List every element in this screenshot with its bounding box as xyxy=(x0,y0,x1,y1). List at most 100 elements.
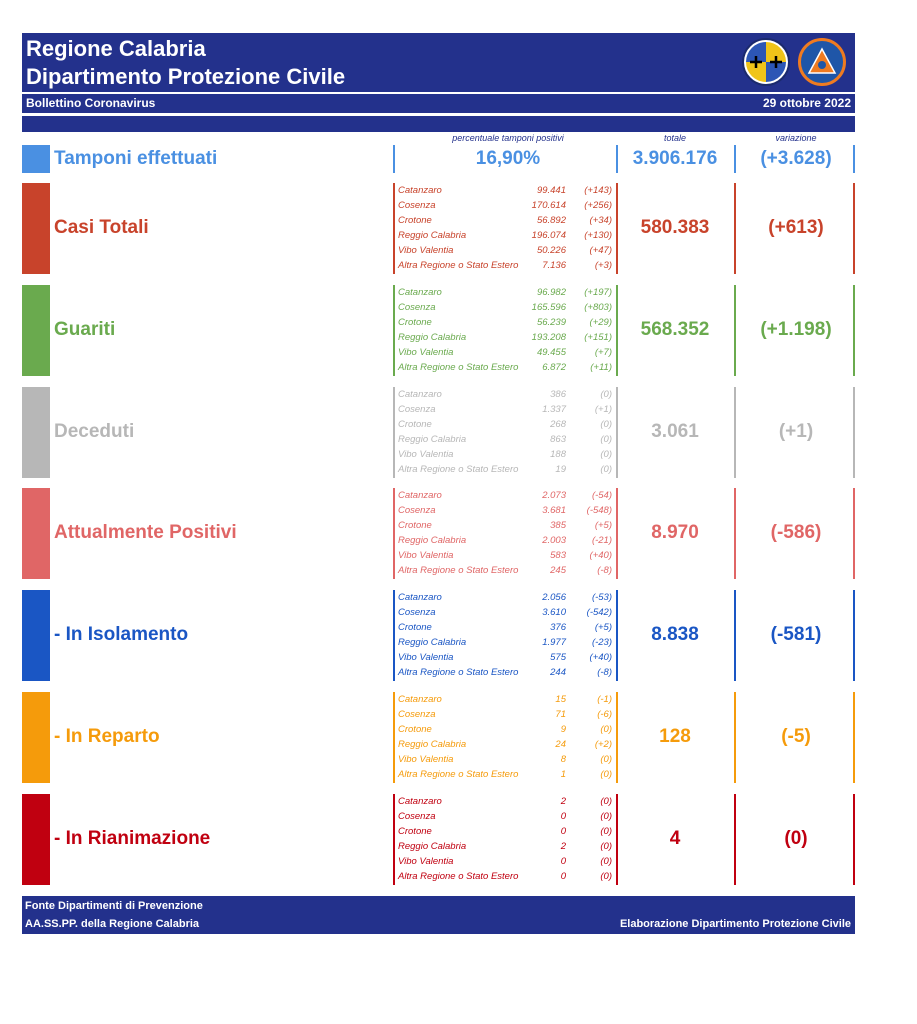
section-variation: (0) xyxy=(784,828,808,849)
province-delta: (+34) xyxy=(589,215,612,227)
province-delta: (+47) xyxy=(589,245,612,257)
province-value: 244 xyxy=(550,667,566,679)
province-value: 1.977 xyxy=(542,637,566,649)
province-row: Cosenza 0 (0) xyxy=(398,809,616,824)
province-name: Reggio Calabria xyxy=(398,332,467,344)
province-value: 245 xyxy=(550,565,566,577)
section-variation: (+1.198) xyxy=(760,319,832,340)
province-delta: (+803) xyxy=(584,302,612,314)
calabria-region-logo xyxy=(742,38,790,86)
province-value: 268 xyxy=(550,419,566,431)
section-divider xyxy=(853,692,855,783)
section-divider xyxy=(393,794,395,885)
province-row: Cosenza 165.596 (+803) xyxy=(398,300,616,315)
province-name: Crotone xyxy=(398,826,432,838)
section-divider xyxy=(393,692,395,783)
title-region: Regione Calabria xyxy=(26,36,206,61)
province-value: 193.208 xyxy=(531,332,566,344)
section-divider xyxy=(734,590,736,681)
province-value: 3.610 xyxy=(542,607,566,619)
province-name: Altra Regione o Stato Estero xyxy=(398,565,519,577)
province-name: Catanzaro xyxy=(398,694,442,705)
province-row: Catanzaro 99.441 (+143) xyxy=(398,183,616,198)
section-total: 8.838 xyxy=(651,624,699,645)
province-delta: (+7) xyxy=(594,347,612,359)
province-delta: (+5) xyxy=(594,622,612,634)
province-row: Reggio Calabria 2.003 (-21) xyxy=(398,533,616,548)
section-divider xyxy=(734,387,736,478)
province-delta: (0) xyxy=(600,856,612,868)
footer-source-agencies: AA.SS.PP. della Regione Calabria xyxy=(25,918,200,930)
province-name: Vibo Valentia xyxy=(398,245,454,257)
section-block: - In Isolamento Catanzaro 2.056 (-53) Cosenz… xyxy=(22,590,855,681)
province-delta: (0) xyxy=(600,419,612,431)
province-value: 1.337 xyxy=(542,404,566,416)
province-row: Crotone 385 (+5) xyxy=(398,518,616,533)
section-block: Guariti Catanzaro 96.982 (+197) Cosenza 165.5… xyxy=(22,285,855,376)
section-divider xyxy=(853,387,855,478)
section-divider xyxy=(853,183,855,274)
province-delta: (-53) xyxy=(591,592,612,603)
province-name: Altra Regione o Stato Estero xyxy=(398,667,519,679)
province-row: Cosenza 1.337 (+1) xyxy=(398,402,616,417)
province-delta: (0) xyxy=(600,871,612,883)
tamponi-variation: (+3.628) xyxy=(760,148,832,169)
section-divider xyxy=(734,285,736,376)
province-row: Catanzaro 2.056 (-53) xyxy=(398,590,616,605)
province-delta: (+1) xyxy=(594,404,612,416)
province-row: Altra Regione o Stato Estero 19 (0) xyxy=(398,462,616,477)
province-delta: (0) xyxy=(600,811,612,823)
section-divider xyxy=(616,387,618,478)
section-divider xyxy=(734,183,736,274)
province-delta: (-1) xyxy=(597,694,612,705)
province-name: Reggio Calabria xyxy=(398,841,467,853)
section-divider xyxy=(853,590,855,681)
province-name: Reggio Calabria xyxy=(398,637,467,649)
section-color-marker xyxy=(22,387,50,478)
section-divider xyxy=(393,488,395,579)
province-value: 56.239 xyxy=(536,317,566,329)
section-divider xyxy=(393,285,395,376)
province-value: 165.596 xyxy=(531,302,566,314)
province-name: Vibo Valentia xyxy=(398,652,454,664)
section-divider xyxy=(616,488,618,579)
province-name: Crotone xyxy=(398,317,432,329)
province-delta: (0) xyxy=(600,754,612,766)
province-delta: (+256) xyxy=(584,200,612,212)
section-block: Attualmente Positivi Catanzaro 2.073 (-54) C… xyxy=(22,488,855,579)
province-name: Reggio Calabria xyxy=(398,535,467,547)
province-name: Crotone xyxy=(398,419,432,431)
tamponi-divider xyxy=(734,145,736,173)
province-delta: (-8) xyxy=(597,565,612,577)
section-label: Casi Totali xyxy=(54,217,149,238)
bulletin-title: Bollettino Coronavirus xyxy=(26,96,156,110)
col-head-total: totale xyxy=(663,133,687,143)
section-divider xyxy=(616,285,618,376)
province-row: Reggio Calabria 193.208 (+151) xyxy=(398,330,616,345)
section-label: Deceduti xyxy=(54,421,135,442)
province-value: 19 xyxy=(555,464,566,476)
province-value: 9 xyxy=(560,724,566,736)
section-total: 568.352 xyxy=(640,319,710,340)
province-value: 2 xyxy=(560,796,566,807)
province-row: Reggio Calabria 2 (0) xyxy=(398,839,616,854)
province-name: Crotone xyxy=(398,520,432,532)
section-color-marker xyxy=(22,590,50,681)
province-name: Catanzaro xyxy=(398,287,442,298)
province-value: 1 xyxy=(560,769,566,781)
province-value: 56.892 xyxy=(536,215,566,227)
province-list: Catanzaro 2.056 (-53) Cosenza 3.610 (-542) Cro… xyxy=(398,590,616,681)
province-row: Vibo Valentia 49.455 (+7) xyxy=(398,345,616,360)
province-name: Catanzaro xyxy=(398,389,442,400)
bulletin-date: 29 ottobre 2022 xyxy=(762,96,851,110)
province-name: Cosenza xyxy=(398,302,436,314)
province-row: Crotone 376 (+5) xyxy=(398,620,616,635)
province-row: Reggio Calabria 1.977 (-23) xyxy=(398,635,616,650)
province-row: Vibo Valentia 0 (0) xyxy=(398,854,616,869)
province-value: 15 xyxy=(555,694,566,705)
province-value: 863 xyxy=(550,434,566,446)
province-value: 50.226 xyxy=(536,245,566,257)
section-divider xyxy=(616,692,618,783)
section-label: - In Isolamento xyxy=(54,624,189,645)
province-delta: (0) xyxy=(600,464,612,476)
